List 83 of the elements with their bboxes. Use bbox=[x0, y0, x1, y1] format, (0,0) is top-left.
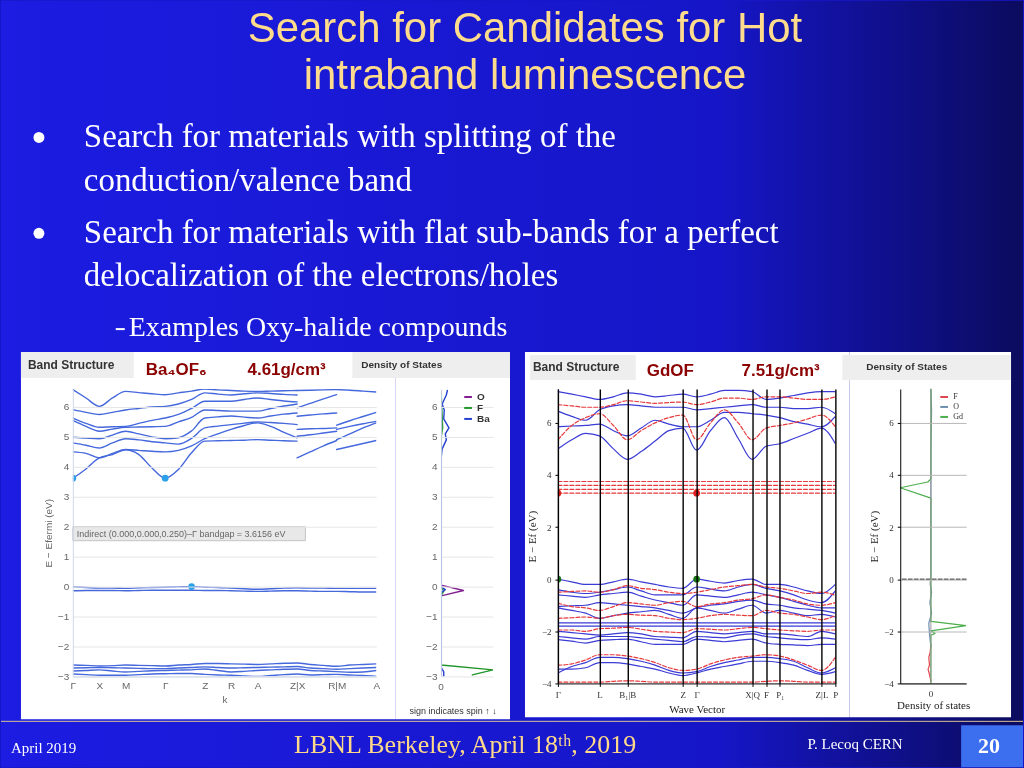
y-tick-label: −4 bbox=[541, 678, 552, 689]
text: sign indicates spin ↑ ↓ bbox=[409, 706, 497, 717]
legend-label: F bbox=[953, 391, 959, 401]
y-tick-label: 6 bbox=[889, 418, 895, 429]
y-tick-label: 2 bbox=[432, 521, 439, 533]
x-tick-label: Z bbox=[202, 679, 209, 691]
y-tick-label: 5 bbox=[432, 431, 439, 443]
x-tick-label: Γ bbox=[694, 689, 700, 700]
y-tick-label: −2 bbox=[426, 640, 439, 652]
y-tick-label: 2 bbox=[63, 521, 70, 533]
y-tick-label: 4 bbox=[63, 461, 70, 473]
x-tick-label: A bbox=[373, 679, 381, 691]
legend-label: Ba bbox=[477, 412, 491, 424]
x-tick-label: P bbox=[833, 689, 839, 700]
y-tick-label: 6 bbox=[546, 418, 552, 429]
text: P. Lecoq CERN bbox=[807, 736, 903, 753]
y-tick-label: 1 bbox=[63, 551, 70, 563]
text: April 2019 bbox=[10, 740, 77, 757]
x-tick-label: Γ bbox=[70, 679, 77, 691]
y-tick-label: −3 bbox=[426, 670, 439, 682]
x-tick-label: F bbox=[764, 689, 769, 700]
y-tick-label: −2 bbox=[541, 626, 552, 637]
x-axis-title: Wave Vector bbox=[669, 702, 726, 715]
text: LBNL Berkeley, April 18ᵗʰ, 2019 bbox=[294, 730, 637, 760]
chart-title: Band Structure bbox=[27, 358, 115, 373]
text: 0 bbox=[928, 689, 934, 700]
x-tick-label: Γ bbox=[555, 689, 561, 700]
y-tick-label: 3 bbox=[432, 491, 439, 503]
x-tick-label: X|Q bbox=[745, 689, 761, 700]
legend-label: Gd bbox=[953, 411, 963, 421]
text: 20 bbox=[978, 733, 1001, 759]
x-tick-label: P₁ bbox=[776, 689, 785, 700]
legend-label: O bbox=[953, 401, 960, 411]
x-tick-label: B₁|B bbox=[619, 689, 637, 700]
legend-label: O bbox=[477, 390, 486, 402]
y-tick-label: 3 bbox=[63, 491, 70, 503]
y-tick-label: 4 bbox=[889, 470, 895, 481]
y-tick-label: 0 bbox=[63, 581, 70, 593]
y-axis-title: E − Ef (eV) bbox=[868, 510, 882, 563]
y-tick-label: 0 bbox=[432, 581, 439, 593]
y-tick-label: 4 bbox=[432, 461, 439, 473]
y-tick-label: −1 bbox=[57, 611, 70, 623]
y-tick-label: −2 bbox=[884, 626, 894, 637]
chart-title: Density of States bbox=[866, 361, 948, 373]
x-tick-label: A bbox=[254, 679, 262, 691]
x-tick-label: Γ bbox=[162, 679, 169, 691]
x-tick-label: L bbox=[597, 689, 603, 700]
text: Search for Candidates for Hot intraband luminescence bbox=[247, 3, 803, 98]
y-tick-label: 0 bbox=[546, 574, 552, 585]
x-tick-label: Z|L bbox=[815, 689, 829, 700]
text: GdOF bbox=[646, 361, 694, 381]
y-tick-label: 2 bbox=[546, 522, 552, 533]
chart-title: Density of States bbox=[361, 359, 443, 371]
text: 7.51g/cm³ bbox=[741, 361, 821, 381]
x-tick-label: M bbox=[121, 679, 131, 691]
y-tick-label: 4 bbox=[546, 470, 552, 481]
x-tick-label: R bbox=[228, 679, 236, 691]
text: Ba₄OF₆ bbox=[145, 360, 207, 380]
legend-label: F bbox=[477, 401, 484, 413]
y-tick-label: −3 bbox=[57, 670, 70, 682]
y-tick-label: −4 bbox=[884, 678, 895, 689]
y-tick-label: 1 bbox=[432, 551, 439, 563]
y-tick-label: 2 bbox=[889, 522, 894, 533]
text: 4.61g/cm³ bbox=[247, 360, 327, 380]
y-tick-label: −1 bbox=[426, 611, 439, 623]
text: Search for materials with splitting of the conduction/valence band bbox=[83, 118, 616, 199]
chart-title: Band Structure bbox=[532, 360, 620, 375]
y-tick-label: −2 bbox=[57, 640, 70, 652]
y-tick-label: 5 bbox=[63, 431, 70, 443]
y-tick-label: 6 bbox=[432, 401, 439, 413]
text: Examples Oxy-halide compounds bbox=[128, 311, 508, 343]
x-axis-title: k bbox=[222, 693, 228, 705]
y-axis-title: E − Ef (eV) bbox=[525, 510, 539, 563]
y-tick-label: 0 bbox=[889, 574, 895, 585]
text: Search for materials with flat sub-bands for a perfect delocalization of the electrons/holes bbox=[83, 214, 779, 294]
y-axis-title: E − Efermi (eV) bbox=[43, 499, 54, 568]
x-tick-label: Z bbox=[680, 689, 687, 700]
x-axis-title: Density of states bbox=[897, 698, 971, 711]
annotation: Indirect (0.000,0.000,0.250)–Γ bandgap = 3.6156 eV bbox=[76, 528, 286, 539]
x-tick-label: X bbox=[96, 679, 104, 691]
y-tick-label: 6 bbox=[63, 401, 70, 413]
x-tick-label: R|M bbox=[328, 679, 347, 691]
x-tick-label: Z|X bbox=[289, 679, 306, 691]
